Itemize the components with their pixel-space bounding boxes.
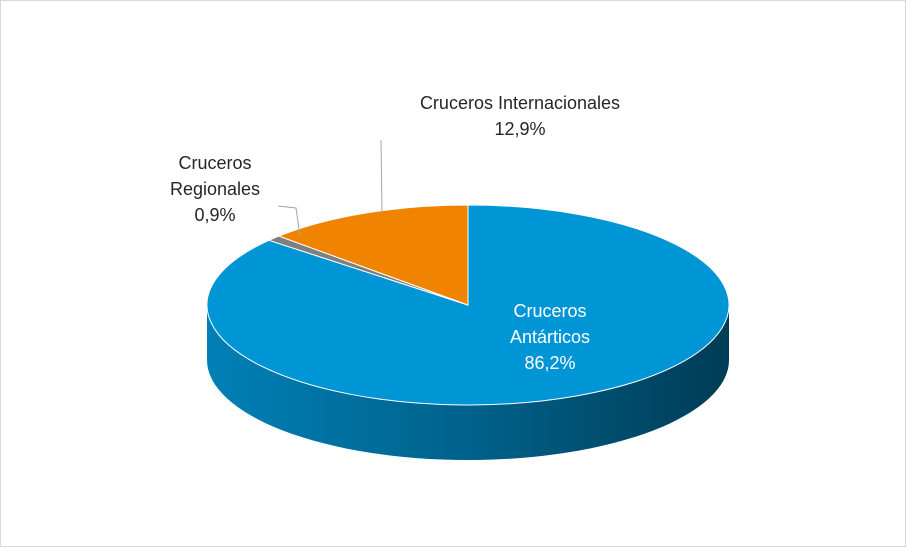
data-label: Cruceros Internacionales 12,9% bbox=[370, 90, 670, 142]
slice bbox=[277, 204, 469, 306]
category-label: Cruceros Regionales bbox=[169, 153, 261, 199]
value-label: 86,2% bbox=[524, 353, 576, 373]
value-label: 12,9% bbox=[494, 119, 546, 139]
category-label: Cruceros Antárticos bbox=[509, 301, 591, 347]
leader-line bbox=[277, 205, 301, 237]
value-label: 0,9% bbox=[194, 205, 236, 225]
tops bbox=[206, 204, 730, 406]
category-label: Cruceros Internacionales bbox=[419, 93, 621, 113]
data-label: Cruceros Antárticos 86,2% bbox=[480, 298, 620, 376]
slice-side-shade bbox=[207, 305, 729, 460]
sides bbox=[207, 305, 729, 460]
data-label: Cruceros Regionales 0,9% bbox=[150, 150, 280, 228]
leader-line bbox=[380, 139, 383, 213]
